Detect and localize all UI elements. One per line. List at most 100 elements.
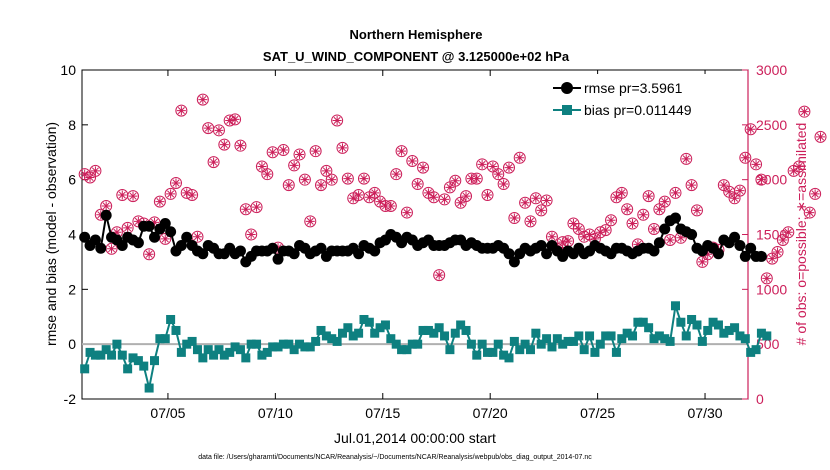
obs-possible-marker bbox=[357, 172, 370, 185]
bias-point bbox=[606, 331, 616, 341]
bias-point bbox=[209, 350, 219, 360]
bias-point bbox=[509, 336, 519, 346]
obs-possible-marker bbox=[89, 164, 102, 177]
obs-assimilated-marker bbox=[703, 249, 713, 259]
obs-assimilated-marker bbox=[810, 189, 820, 199]
axis-ticks: 07/05 07/10 07/15 07/20 07/25 07/30-202468100… bbox=[60, 62, 787, 421]
y-left-tick-label: 2 bbox=[68, 281, 76, 297]
obs-possible-marker bbox=[245, 228, 258, 241]
bias-point bbox=[273, 342, 283, 352]
rmse-point bbox=[508, 256, 520, 268]
bias-point bbox=[391, 339, 401, 349]
bias-point bbox=[660, 334, 670, 344]
bias-point bbox=[101, 345, 111, 355]
obs-possible-marker bbox=[502, 161, 515, 174]
obs-assimilated-marker bbox=[445, 182, 455, 192]
obs-assimilated-marker bbox=[515, 153, 525, 163]
obs-assimilated-marker bbox=[305, 216, 315, 226]
obs-possible-marker bbox=[153, 195, 166, 208]
bias-point bbox=[117, 350, 127, 360]
obs-possible-marker bbox=[175, 104, 188, 117]
obs-assimilated-marker bbox=[563, 236, 573, 246]
obs-assimilated-marker bbox=[289, 160, 299, 170]
obs-assimilated-marker bbox=[386, 201, 396, 211]
bias-point bbox=[332, 336, 342, 346]
bias-point bbox=[456, 320, 466, 330]
obs-possible-marker bbox=[460, 190, 473, 203]
rmse-point bbox=[143, 220, 155, 232]
rmse-point bbox=[353, 248, 365, 260]
obs-possible-marker bbox=[733, 184, 746, 197]
obs-assimilated-marker bbox=[687, 180, 697, 190]
rmse-series-layer bbox=[79, 209, 767, 268]
rmse-point bbox=[712, 248, 724, 260]
obs-possible-marker bbox=[771, 246, 784, 259]
rmse-point bbox=[116, 239, 128, 251]
obs-possible-marker bbox=[417, 161, 430, 174]
rmse-point bbox=[100, 209, 112, 221]
obs-assimilated-marker bbox=[198, 95, 208, 105]
data-file-footnote: data file: /Users/gharamti/Documents/NCA… bbox=[198, 454, 592, 461]
bias-point bbox=[735, 331, 745, 341]
obs-assimilated-marker bbox=[628, 219, 638, 229]
obs-assimilated-marker bbox=[354, 190, 364, 200]
bias-point bbox=[654, 331, 664, 341]
bias-point bbox=[295, 339, 305, 349]
obs-assimilated-marker bbox=[595, 227, 605, 237]
x-tick-label: 07/05 bbox=[150, 405, 185, 421]
obs-assimilated-marker bbox=[418, 163, 428, 173]
obs-assimilated-marker bbox=[649, 224, 659, 234]
bias-point bbox=[246, 339, 256, 349]
bias-point bbox=[466, 339, 476, 349]
bias-point bbox=[703, 325, 713, 335]
bias-point bbox=[300, 342, 310, 352]
obs-assimilated-marker bbox=[493, 169, 503, 179]
obs-possible-marker bbox=[143, 248, 156, 261]
bias-point bbox=[235, 345, 245, 355]
obs-assimilated-marker bbox=[520, 198, 530, 208]
legend-bias-marker bbox=[562, 105, 572, 115]
obs-assimilated-marker bbox=[252, 202, 262, 212]
obs-assimilated-marker bbox=[579, 232, 589, 242]
bias-point bbox=[112, 339, 122, 349]
obs-assimilated-marker bbox=[606, 215, 616, 225]
obs-assimilated-marker bbox=[509, 213, 519, 223]
rmse-point bbox=[159, 218, 171, 230]
obs-possible-marker bbox=[395, 145, 408, 158]
bias-point bbox=[402, 345, 412, 355]
bias-point bbox=[601, 331, 611, 341]
obs-assimilated-marker bbox=[241, 204, 251, 214]
obs-assimilated-marker bbox=[402, 208, 412, 218]
obs-possible-marker bbox=[642, 190, 655, 203]
bias-point bbox=[257, 350, 267, 360]
obs-assimilated-marker bbox=[456, 198, 466, 208]
obs-possible-marker bbox=[320, 164, 333, 177]
obs-assimilated-marker bbox=[155, 197, 165, 207]
rmse-point bbox=[734, 239, 746, 251]
bias-point bbox=[380, 320, 390, 330]
bias-point bbox=[225, 347, 235, 357]
obs-possible-marker bbox=[685, 179, 698, 192]
obs-possible-marker bbox=[207, 156, 220, 169]
rmse-point bbox=[315, 242, 327, 254]
x-tick-label: 07/25 bbox=[580, 405, 615, 421]
legend-bias-label: bias pr=0.011449 bbox=[584, 102, 692, 118]
bias-point bbox=[531, 328, 541, 338]
obs-assimilated-marker bbox=[525, 216, 535, 226]
obs-possible-marker bbox=[637, 208, 650, 221]
obs-assimilated-marker bbox=[735, 186, 745, 196]
bias-point bbox=[585, 331, 595, 341]
legend-rmse-marker bbox=[561, 82, 573, 94]
obs-assimilated-marker bbox=[547, 232, 557, 242]
bias-point bbox=[762, 331, 772, 341]
bias-point bbox=[638, 317, 648, 327]
y-right-tick-label: 500 bbox=[756, 336, 780, 352]
rmse-point bbox=[234, 245, 246, 257]
bias-point bbox=[504, 353, 514, 363]
bias-point bbox=[80, 364, 90, 374]
bias-point bbox=[687, 314, 697, 324]
bias-point bbox=[348, 331, 358, 341]
x-tick-label: 07/20 bbox=[473, 405, 508, 421]
obs-possible-marker bbox=[680, 152, 693, 165]
bias-point bbox=[90, 350, 100, 360]
